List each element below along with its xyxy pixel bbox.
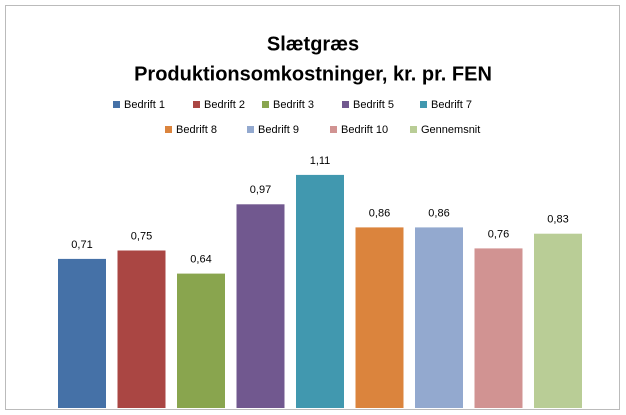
data-label: 0,86 (428, 207, 449, 219)
legend-swatch (420, 101, 427, 108)
legend-label: Bedrift 9 (258, 124, 299, 136)
legend-label: Bedrift 10 (341, 124, 388, 136)
data-label: 0,83 (547, 214, 568, 226)
data-label: 0,97 (250, 184, 271, 196)
legend-label: Bedrift 7 (431, 99, 472, 111)
bar (355, 227, 404, 408)
legend-label: Bedrift 1 (124, 99, 165, 111)
legend-swatch (113, 101, 120, 108)
data-label: 0,86 (369, 207, 390, 219)
data-label: 0,75 (131, 230, 152, 242)
legend-swatch (165, 126, 172, 133)
legend-label: Bedrift 5 (353, 99, 394, 111)
legend-swatch (410, 126, 417, 133)
legend-swatch (342, 101, 349, 108)
bar (534, 233, 582, 408)
bar (117, 250, 166, 408)
bar (177, 273, 225, 408)
legend-label: Gennemsnit (421, 124, 480, 136)
legend-swatch (193, 101, 200, 108)
legend-label: Bedrift 3 (273, 99, 314, 111)
legend-label: Bedrift 8 (176, 124, 217, 136)
legend-swatch (330, 126, 337, 133)
bar (415, 227, 463, 408)
legend-swatch (247, 126, 254, 133)
bar (474, 248, 523, 408)
data-label: 0,76 (488, 228, 509, 240)
bar (236, 204, 285, 408)
legend-swatch (262, 101, 269, 108)
data-label: 1,11 (310, 155, 331, 167)
chart-title: Slætgræs (267, 33, 359, 55)
data-label: 0,71 (71, 239, 92, 251)
bar (296, 174, 344, 408)
data-label: 0,64 (190, 254, 211, 266)
chart-title: Produktionsomkostninger, kr. pr. FEN (134, 63, 492, 85)
legend-label: Bedrift 2 (204, 99, 245, 111)
bar (58, 258, 106, 408)
